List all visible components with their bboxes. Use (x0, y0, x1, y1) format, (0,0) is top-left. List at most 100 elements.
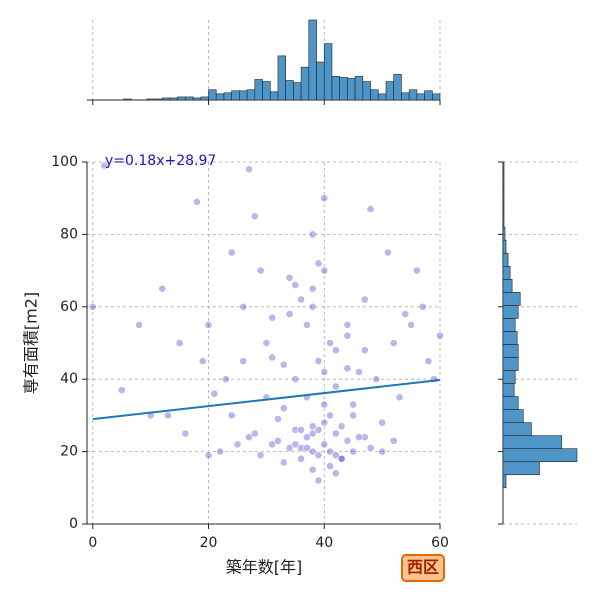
y-hist-bar (502, 292, 521, 306)
y-hist-bar (502, 187, 505, 202)
point (349, 400, 358, 409)
point (320, 418, 329, 427)
point (320, 368, 329, 376)
badge: 西区 (407, 558, 439, 577)
x-hist-bar (246, 89, 256, 101)
y-hist-bar (502, 370, 516, 384)
point (204, 451, 213, 460)
point (303, 320, 311, 329)
x-hist-bar (262, 81, 271, 101)
point (343, 331, 352, 340)
point (308, 230, 317, 239)
x-hist-bar (185, 96, 194, 101)
x-hist-bar (393, 74, 402, 101)
y-hist-bar (502, 278, 513, 293)
badge-box (401, 554, 445, 582)
point (210, 389, 219, 398)
point (181, 429, 190, 438)
point (250, 429, 259, 438)
x-hist-bar (200, 96, 209, 101)
point (291, 440, 300, 449)
x-hist-bar (300, 66, 310, 101)
point (326, 447, 334, 456)
y-hist-bar (502, 305, 519, 319)
point (193, 197, 201, 206)
point (227, 248, 236, 257)
x-hist-bar (254, 79, 263, 101)
point (268, 353, 277, 362)
point (360, 295, 369, 304)
point (285, 310, 294, 318)
point (285, 273, 294, 282)
point (100, 161, 109, 170)
y-axis-label: 専有面積[m2] (22, 292, 41, 394)
x-hist-bar (347, 78, 356, 101)
x-hist-bar (208, 89, 217, 101)
point (164, 411, 172, 420)
y-hist-bar (502, 331, 518, 345)
point (378, 447, 387, 456)
x-hist-bar (177, 96, 186, 101)
point (256, 451, 265, 460)
x-hist-bar (370, 89, 379, 101)
point (355, 433, 363, 442)
y-hist-bar (502, 461, 540, 476)
x-hist-bar (377, 93, 387, 101)
y-hist-bar (502, 357, 519, 371)
point (175, 339, 184, 347)
point (337, 422, 346, 431)
point (245, 433, 253, 442)
point (372, 375, 381, 384)
x-tick-label: 40 (315, 535, 333, 551)
point (135, 320, 143, 329)
point (343, 364, 352, 373)
x-hist-bar (285, 80, 294, 101)
y-tick-label: 100 (51, 154, 78, 170)
x-hist-bar (293, 82, 302, 101)
point (88, 302, 97, 311)
point (418, 302, 427, 311)
point (424, 357, 433, 365)
x-hist-bar (339, 77, 348, 101)
point (274, 436, 282, 445)
point (355, 368, 363, 376)
y-hist-bar (502, 422, 532, 436)
point (378, 418, 387, 427)
y-hist-bar (502, 252, 509, 267)
point (331, 469, 340, 478)
x-hist-bar (308, 19, 317, 101)
point (233, 440, 242, 449)
y-hist-bar (502, 474, 507, 489)
point (366, 444, 375, 452)
x-hist-bar (408, 89, 418, 101)
point (407, 320, 415, 329)
y-hist-bar (502, 213, 505, 228)
y-hist-bar (502, 265, 511, 280)
point (436, 331, 444, 340)
point (395, 393, 404, 402)
y-hist-bar (502, 409, 524, 423)
point (389, 436, 398, 445)
y-hist-bar (502, 174, 505, 189)
x-hist-bar (154, 98, 163, 101)
y-tick-label: 20 (60, 444, 78, 460)
point (268, 440, 277, 449)
point (360, 346, 369, 355)
point (331, 382, 340, 391)
y-tick-label: 80 (60, 226, 78, 242)
point (285, 444, 294, 452)
x-hist-bar (223, 92, 232, 101)
x-hist-bar (123, 98, 132, 101)
y-hist-bar (502, 318, 516, 332)
point (308, 447, 317, 456)
y-tick-label: 0 (69, 516, 78, 532)
point (250, 212, 259, 221)
point (349, 411, 358, 420)
x-tick-label: 20 (200, 535, 218, 551)
point (331, 451, 340, 460)
regression-line (92, 379, 441, 421)
point (320, 266, 329, 275)
point (291, 281, 300, 289)
x-hist-bar (146, 98, 155, 101)
point (308, 302, 317, 311)
